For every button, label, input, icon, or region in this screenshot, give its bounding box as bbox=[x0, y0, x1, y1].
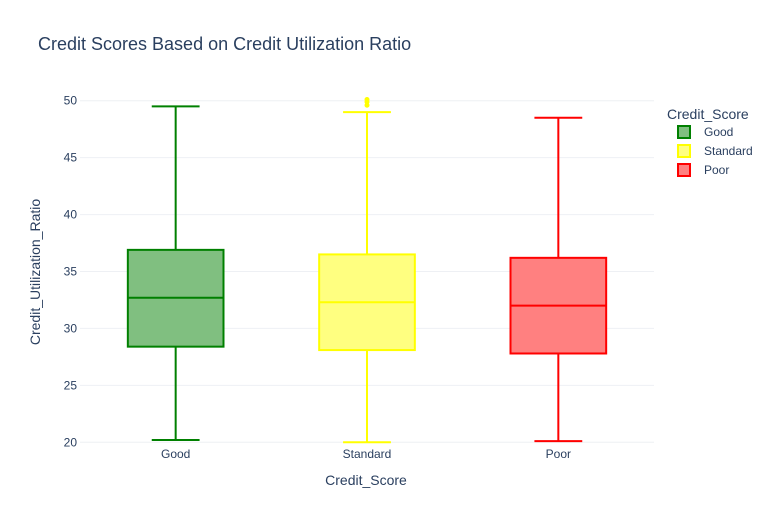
box-standard bbox=[318, 97, 416, 444]
x-axis-title: Credit_Score bbox=[325, 472, 407, 488]
y-axis-ticks: 20 25 30 35 40 45 50 bbox=[64, 94, 78, 450]
legend-item-poor[interactable]: Poor bbox=[677, 163, 729, 177]
legend-swatch bbox=[677, 163, 691, 177]
box-good bbox=[126, 105, 225, 442]
y-tick-label-25: 25 bbox=[64, 378, 78, 392]
legend-swatch bbox=[677, 125, 691, 139]
y-axis-title: Credit_Utilization_Ratio bbox=[27, 199, 43, 346]
boxes bbox=[126, 97, 608, 444]
y-tick-label-30: 30 bbox=[64, 321, 78, 335]
box-poor bbox=[509, 116, 608, 443]
legend-item-good[interactable]: Good bbox=[677, 125, 733, 139]
x-tick-label-good: Good bbox=[161, 447, 190, 461]
chart-title: Credit Scores Based on Credit Utilizatio… bbox=[38, 34, 411, 54]
x-tick-label-poor: Poor bbox=[546, 447, 571, 461]
legend-title: Credit_Score bbox=[667, 106, 749, 122]
legend-label: Good bbox=[704, 125, 733, 139]
y-tick-label-35: 35 bbox=[64, 265, 78, 279]
y-tick-label-45: 45 bbox=[64, 151, 78, 165]
y-tick-label-50: 50 bbox=[64, 94, 78, 108]
legend-item-standard[interactable]: Standard bbox=[677, 144, 753, 158]
legend-label: Standard bbox=[704, 144, 753, 158]
y-tick-label-20: 20 bbox=[64, 435, 78, 449]
y-tick-label-40: 40 bbox=[64, 208, 78, 222]
legend[interactable]: Credit_Score Good Standard Poor bbox=[667, 106, 753, 177]
x-tick-label-standard: Standard bbox=[343, 447, 392, 461]
legend-label: Poor bbox=[704, 163, 729, 177]
legend-swatch bbox=[677, 144, 691, 158]
outlier-point bbox=[364, 97, 370, 103]
x-axis-ticks: Good Standard Poor bbox=[161, 447, 571, 461]
